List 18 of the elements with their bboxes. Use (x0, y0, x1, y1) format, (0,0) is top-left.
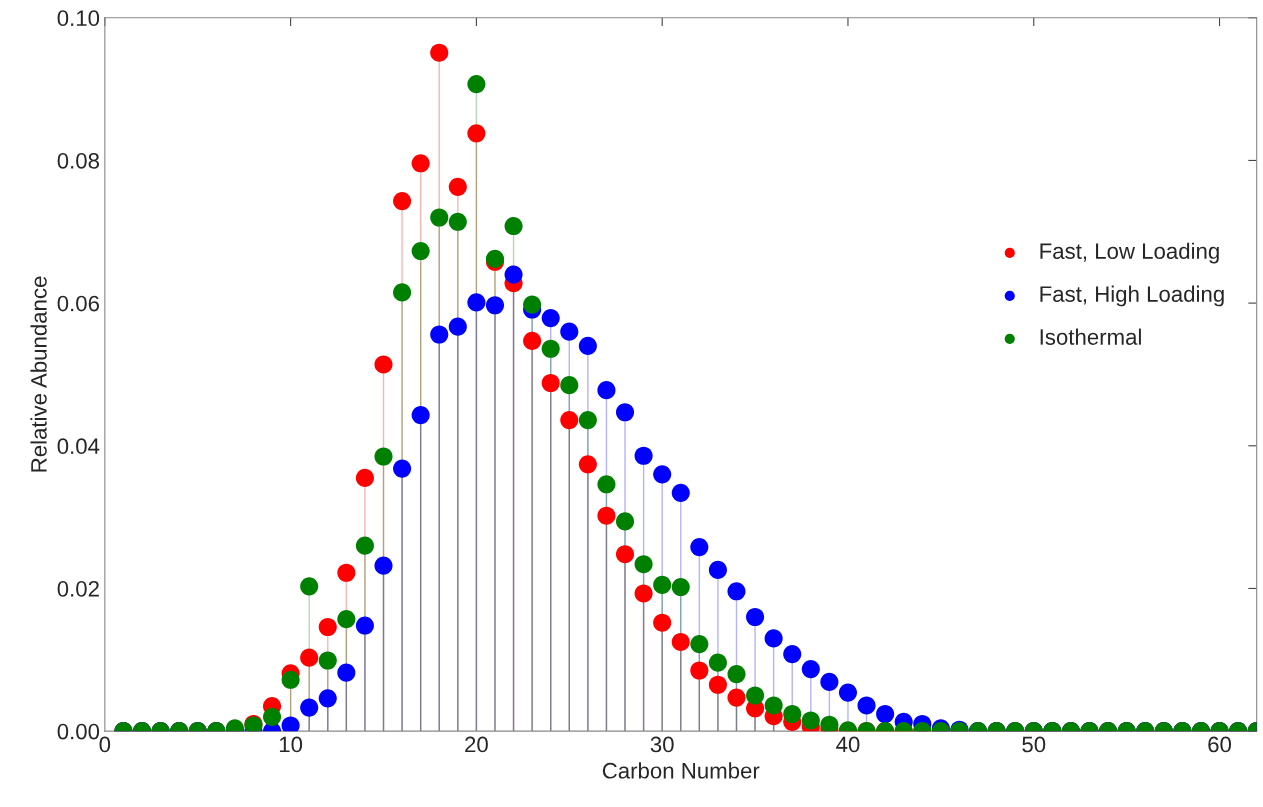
x-tick-label: 0 (99, 736, 111, 753)
x-tick-label: 50 (1022, 736, 1046, 753)
x-tick-label: 40 (836, 736, 860, 753)
x-tick-label: 60 (1208, 736, 1232, 753)
x-tick-label: 30 (650, 736, 674, 753)
legend-label: Fast, Low Loading (1040, 242, 1219, 264)
y-tick-label: 0.10 (57, 10, 100, 27)
y-tick-label: 0.08 (57, 152, 100, 169)
x-axis-title: Carbon Number (602, 762, 760, 779)
x-tick-label: 20 (465, 736, 488, 753)
y-tick-label: 0.02 (57, 581, 99, 597)
y-axis-title: Relative Abundance (30, 276, 47, 472)
legend-label: Fast, High Loading (1040, 285, 1224, 307)
y-tick-label: 0.00 (57, 723, 100, 740)
y-tick-label: 0.04 (57, 438, 100, 455)
x-tick-label: 10 (279, 736, 303, 753)
y-tick-label: 0.06 (57, 295, 99, 312)
legend-label: Isothermal (1040, 328, 1141, 345)
